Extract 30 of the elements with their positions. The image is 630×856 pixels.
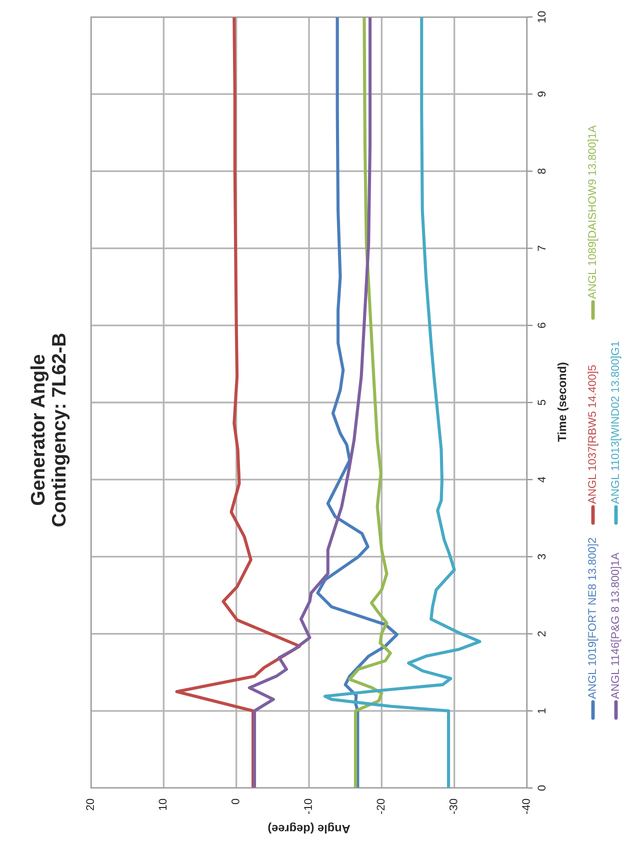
y-tick-label: 2 <box>538 631 546 636</box>
y-tick-label: 10 <box>538 11 546 22</box>
text: ANGL 11013[WIND02 13.800]G1 <box>610 341 622 504</box>
y-tick-label: 3 <box>538 554 546 560</box>
line-series <box>316 17 398 788</box>
y-tick-label: 9 <box>538 92 546 97</box>
x-tick-label: 0 <box>231 798 240 804</box>
line-series <box>348 17 392 788</box>
x-tick-label: -20 <box>376 798 385 814</box>
line-series <box>248 17 372 788</box>
y-tick-label: 4 <box>538 476 546 482</box>
line-series <box>323 17 482 788</box>
x-tick-label: 10 <box>158 798 167 810</box>
text: ANGL 1146[P&G 8 13.800]1A <box>610 552 622 699</box>
y-tick-label: 6 <box>538 322 546 328</box>
y-tick-label: 0 <box>538 785 546 791</box>
y-tick-label: 8 <box>538 168 546 174</box>
text: Generator Angle Contingency: 7L62-B <box>30 334 70 526</box>
y-axis-title: Time (second) <box>557 362 569 442</box>
text: ANGL 1019[FORT NE8 13.800]2 <box>588 538 598 699</box>
x-axis-title: Angle (degree) <box>268 822 350 834</box>
y-tick-label: 5 <box>538 400 546 406</box>
x-tick-label: -40 <box>522 798 530 814</box>
x-tick-label: -30 <box>449 798 458 814</box>
y-tick-label: 1 <box>538 708 546 714</box>
y-tick-label: 7 <box>538 246 546 251</box>
text: ANGL 1037[RBW5 14.400]5 <box>588 365 598 504</box>
x-tick-label: -10 <box>304 798 312 814</box>
x-tick-label: 20 <box>86 798 94 810</box>
text: ANGL 1089[DAISHOW9 13.800]1A <box>588 125 598 299</box>
